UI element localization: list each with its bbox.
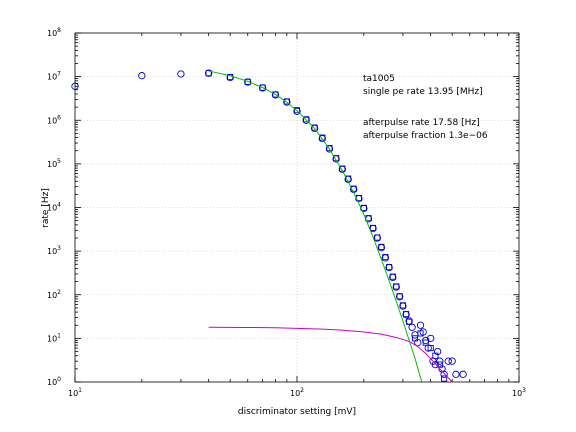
- x-tick-label: 102: [290, 387, 304, 398]
- series-1-point: [272, 91, 279, 98]
- axis-ticks: [74, 32, 520, 383]
- y-tick-labels: 100 101 102 103 104 105 106 107 108: [47, 27, 61, 387]
- x-tick-labels: 101 102 103: [68, 387, 526, 398]
- series-layer: [71, 69, 467, 383]
- y-tick-label: 105: [47, 158, 61, 169]
- annotation-afterpulse-fraction: afterpulse fraction 1.3e−06: [363, 131, 488, 141]
- series-1-point: [396, 293, 403, 300]
- series-1-point: [303, 116, 310, 123]
- series-1-point: [427, 345, 434, 352]
- series-0-point: [452, 370, 460, 378]
- series-1-point: [369, 224, 377, 231]
- series-1-point: [293, 107, 301, 114]
- series-0-point: [440, 370, 448, 378]
- series-1-point: [244, 78, 251, 85]
- grid-lines: [75, 33, 519, 382]
- annotation-single-pe-rate: single pe rate 13.95 [MHz]: [363, 87, 483, 97]
- annotation-dataset: ta1005: [363, 74, 395, 84]
- series-0-point: [138, 72, 146, 80]
- series-1-point: [259, 84, 266, 91]
- series-1-point: [406, 318, 413, 325]
- series-1-point: [374, 234, 381, 241]
- series-1-point: [432, 352, 439, 359]
- annotation-afterpulse-rate: afterpulse rate 17.58 [Hz]: [363, 118, 480, 128]
- series-0-point: [436, 357, 444, 365]
- y-tick-label: 107: [47, 71, 61, 82]
- x-axis-label: discriminator setting [mV]: [238, 407, 356, 417]
- y-tick-label: 102: [47, 289, 61, 300]
- y-tick-label: 100: [47, 376, 61, 387]
- x-tick-label: 103: [512, 387, 526, 398]
- series-1-point: [441, 375, 448, 382]
- series-0-point: [444, 357, 452, 365]
- series-0-point: [427, 334, 435, 343]
- y-tick-label: 108: [47, 27, 61, 38]
- series-1-point: [326, 145, 333, 152]
- series-1-point: [378, 243, 385, 250]
- y-tick-label: 101: [47, 332, 61, 343]
- series-0-point: [459, 370, 467, 378]
- series-0-point: [177, 70, 185, 78]
- y-tick-label: 106: [47, 114, 61, 125]
- series-1-point: [283, 98, 290, 105]
- series-0-point: [431, 360, 440, 369]
- x-tick-label: 101: [68, 387, 82, 398]
- series-1-point: [205, 70, 212, 77]
- series-1-point: [393, 283, 400, 290]
- series-1-point: [319, 134, 326, 141]
- series-0-point: [293, 107, 301, 115]
- series-1-point: [311, 124, 318, 131]
- series-1-point: [411, 335, 419, 342]
- y-tick-label: 104: [47, 202, 61, 213]
- series-1-point: [417, 330, 424, 337]
- y-axis-label: rate [Hz]: [41, 188, 51, 228]
- series-0-point: [71, 82, 79, 90]
- series-1-point: [436, 361, 443, 368]
- series-1-point: [399, 302, 406, 309]
- series-1-point: [382, 254, 389, 261]
- series-1-point: [403, 311, 410, 318]
- series-3-line: [208, 326, 453, 383]
- series-2-line: [208, 70, 423, 383]
- series-1-point: [386, 264, 393, 271]
- series-0-point: [416, 321, 425, 329]
- series-1-point: [389, 273, 396, 280]
- series-0-point: [448, 357, 456, 365]
- series-0-point: [205, 69, 213, 77]
- y-tick-label: 103: [47, 245, 61, 256]
- series-1-point: [422, 339, 429, 346]
- series-0-point: [422, 336, 430, 345]
- series-1-point: [350, 185, 357, 192]
- series-0-point: [408, 323, 416, 331]
